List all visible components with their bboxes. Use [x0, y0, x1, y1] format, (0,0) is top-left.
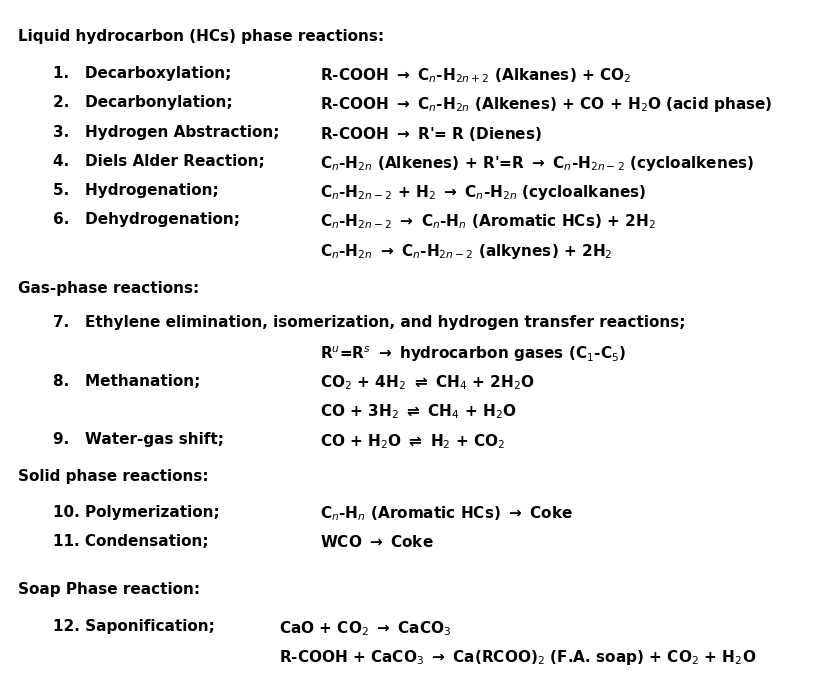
Text: R$^{u}$=R$^{s}$ $\mathbf{\rightarrow}$ hydrocarbon gases (C$_{1}$-C$_{5}$): R$^{u}$=R$^{s}$ $\mathbf{\rightarrow}$ h…: [319, 344, 626, 364]
Text: Solid phase reactions:: Solid phase reactions:: [18, 469, 209, 484]
Text: R-COOH $\mathbf{\rightarrow}$ C$_{n}$-H$_{2n+2}$ (Alkanes) + CO$_{2}$: R-COOH $\mathbf{\rightarrow}$ C$_{n}$-H$…: [319, 66, 631, 85]
Text: R-COOH $\mathbf{\rightarrow}$ C$_{n}$-H$_{2n}$ (Alkenes) + CO + H$_{2}$O (acid p: R-COOH $\mathbf{\rightarrow}$ C$_{n}$-H$…: [319, 95, 772, 115]
Text: 4.   Diels Alder Reaction;: 4. Diels Alder Reaction;: [53, 154, 265, 169]
Text: R-COOH $\mathbf{\rightarrow}$ R'= R (Dienes): R-COOH $\mathbf{\rightarrow}$ R'= R (Die…: [319, 125, 541, 142]
Text: C$_{n}$-H$_{n}$ (Aromatic HCs) $\mathbf{\rightarrow}$ Coke: C$_{n}$-H$_{n}$ (Aromatic HCs) $\mathbf{…: [319, 505, 573, 523]
Text: Liquid hydrocarbon (HCs) phase reactions:: Liquid hydrocarbon (HCs) phase reactions…: [18, 28, 384, 44]
Text: C$_{n}$-H$_{2n-2}$ $\mathbf{\rightarrow}$ C$_{n}$-H$_{n}$ (Aromatic HCs) + 2H$_{: C$_{n}$-H$_{2n-2}$ $\mathbf{\rightarrow}…: [319, 212, 655, 231]
Text: CaO + CO$_{2}$ $\mathbf{\rightarrow}$ CaCO$_{3}$: CaO + CO$_{2}$ $\mathbf{\rightarrow}$ Ca…: [279, 619, 451, 638]
Text: 7.   Ethylene elimination, isomerization, and hydrogen transfer reactions;: 7. Ethylene elimination, isomerization, …: [53, 315, 686, 330]
Text: R-COOH + CaCO$_{3}$ $\mathbf{\rightarrow}$ Ca(RCOO)$_{2}$ (F.A. soap) + CO$_{2}$: R-COOH + CaCO$_{3}$ $\mathbf{\rightarrow…: [279, 648, 757, 668]
Text: C$_{n}$-H$_{2n-2}$ + H$_{2}$ $\mathbf{\rightarrow}$ C$_{n}$-H$_{2n}$ (cycloalkan: C$_{n}$-H$_{2n-2}$ + H$_{2}$ $\mathbf{\r…: [319, 183, 646, 202]
Text: 12. Saponification;: 12. Saponification;: [53, 619, 215, 634]
Text: WCO $\mathbf{\rightarrow}$ Coke: WCO $\mathbf{\rightarrow}$ Coke: [319, 534, 433, 550]
Text: CO + 3H$_{2}$ $\mathbf{\rightleftharpoons}$ CH$_{4}$ + H$_{2}$O: CO + 3H$_{2}$ $\mathbf{\rightleftharpoon…: [319, 403, 516, 421]
Text: Gas-phase reactions:: Gas-phase reactions:: [18, 281, 199, 296]
Text: 5.   Hydrogenation;: 5. Hydrogenation;: [53, 183, 219, 198]
Text: 9.   Water-gas shift;: 9. Water-gas shift;: [53, 432, 224, 447]
Text: 2.   Decarbonylation;: 2. Decarbonylation;: [53, 95, 233, 110]
Text: 10. Polymerization;: 10. Polymerization;: [53, 505, 219, 520]
Text: C$_{n}$-H$_{2n}$ (Alkenes) + R'=R $\mathbf{\rightarrow}$ C$_{n}$-H$_{2n-2}$ (cyc: C$_{n}$-H$_{2n}$ (Alkenes) + R'=R $\math…: [319, 154, 754, 173]
Text: C$_{n}$-H$_{2n}$ $\mathbf{\rightarrow}$ C$_{n}$-H$_{2n-2}$ (alkynes) + 2H$_{2}$: C$_{n}$-H$_{2n}$ $\mathbf{\rightarrow}$ …: [319, 242, 612, 260]
Text: CO + H$_{2}$O $\mathbf{\rightleftharpoons}$ H$_{2}$ + CO$_{2}$: CO + H$_{2}$O $\mathbf{\rightleftharpoon…: [319, 432, 505, 450]
Text: 8.   Methanation;: 8. Methanation;: [53, 373, 200, 389]
Text: Soap Phase reaction:: Soap Phase reaction:: [18, 582, 200, 597]
Text: 11. Condensation;: 11. Condensation;: [53, 534, 209, 549]
Text: 3.   Hydrogen Abstraction;: 3. Hydrogen Abstraction;: [53, 125, 279, 139]
Text: CO$_{2}$ + 4H$_{2}$ $\mathbf{\rightleftharpoons}$ CH$_{4}$ + 2H$_{2}$O: CO$_{2}$ + 4H$_{2}$ $\mathbf{\rightlefth…: [319, 373, 535, 392]
Text: 6.   Dehydrogenation;: 6. Dehydrogenation;: [53, 212, 240, 228]
Text: 1.   Decarboxylation;: 1. Decarboxylation;: [53, 66, 231, 81]
